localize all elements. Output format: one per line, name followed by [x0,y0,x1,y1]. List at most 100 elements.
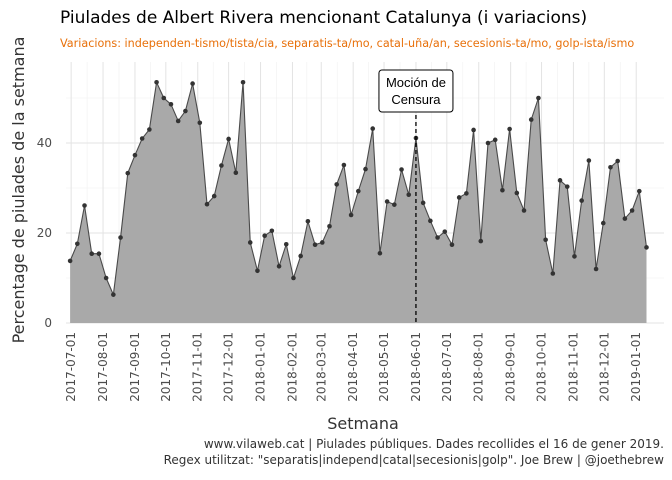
data-point [89,251,95,256]
data-point [233,170,239,175]
data-point [168,102,174,107]
data-point [572,254,577,259]
data-point [298,253,303,259]
data-point [118,235,123,240]
data-point [183,108,188,114]
data-point [147,127,152,132]
data-point [341,162,347,168]
data-point [615,158,620,164]
data-point [219,163,224,168]
x-tick-label: 2018-05-01 [377,332,391,402]
x-tick-label: 2018-01-01 [254,332,268,402]
data-point [399,167,404,172]
x-axis: 2017-07-01 2017-08-01 2017-09-01 2017-10-01… [64,332,643,402]
x-tick-label: 2017-07-01 [64,332,78,402]
y-tick-label: 20 [37,226,52,240]
annotation-box [378,69,454,113]
data-point [543,237,548,243]
data-point [478,238,484,244]
data-point [356,188,361,194]
data-point [428,218,433,224]
annotation-label: Censura [391,92,441,107]
data-point [485,140,491,146]
data-point [75,241,80,247]
data-point [370,126,376,131]
data-point [305,219,311,224]
x-tick-label: 2018-11-01 [566,332,580,402]
data-point [600,220,606,226]
data-point [492,137,498,143]
data-point [471,127,476,133]
data-point [384,199,390,204]
x-tick-label: 2017-11-01 [191,332,205,402]
y-axis-title: Percentage de piulades de la setmana [9,37,28,344]
data-point [622,216,628,221]
data-point [377,250,383,256]
data-point [269,228,275,234]
data-point [319,240,325,245]
annotation-label: Moción de [386,75,446,90]
caption-line-1: www.vilaweb.cat | Piulades públiques. Da… [203,437,664,451]
x-tick-label: 2018-06-01 [409,332,423,402]
x-tick-label: 2018-10-01 [535,332,549,402]
data-point [312,242,318,247]
data-point [111,292,116,297]
x-tick-label: 2019-01-01 [629,332,643,402]
data-point [507,126,512,132]
series-area [67,79,649,323]
data-point [593,266,599,272]
data-point [579,198,584,203]
x-tick-label: 2018-07-01 [440,332,454,402]
data-point [154,79,159,85]
data-point [247,240,253,245]
data-point [406,192,412,198]
data-point [435,235,440,240]
data-point [125,170,131,176]
data-point [226,136,231,142]
x-tick-label: 2017-10-01 [159,332,173,402]
data-point [564,184,570,189]
caption-line-2: Regex utilitzat: "separatis|independ|cat… [163,453,664,467]
data-point [283,241,289,247]
data-point [334,182,340,187]
y-tick-label: 0 [44,316,52,330]
data-point [456,195,462,200]
y-tick-label: 40 [37,136,52,150]
data-point [608,165,613,170]
annotation: Moción de Censura [378,69,454,323]
data-point [521,208,527,213]
data-point [637,188,642,194]
data-point [392,202,397,207]
x-tick-label: 2018-09-01 [504,332,518,402]
data-point [557,178,563,183]
chart-title: Piulades de Albert Rivera mencionant Cat… [60,8,588,28]
data-point [464,191,469,196]
area-fill [70,82,647,323]
data-point [528,117,534,122]
data-point [550,271,556,276]
data-point [211,193,217,199]
data-point [240,79,246,85]
data-point [500,187,505,193]
data-point [276,264,282,269]
data-point [514,190,520,196]
caption: www.vilaweb.cat | Piulades públiques. Da… [164,436,664,468]
x-tick-label: 2017-12-01 [222,332,236,402]
x-tick-label: 2018-12-01 [597,332,611,402]
data-point [348,212,354,218]
data-point [644,245,649,250]
data-point [190,81,195,86]
x-axis-title: Setmana [327,414,399,433]
data-point [327,223,332,229]
data-point [262,233,267,238]
data-point [291,275,296,281]
data-point [67,258,73,264]
data-point [536,95,541,101]
y-axis: 0 20 40 [37,136,52,330]
x-tick-label: 2017-08-01 [96,332,110,402]
data-point [204,201,210,207]
data-point [420,200,426,206]
data-point [175,118,181,124]
x-tick-label: 2018-08-01 [472,332,486,402]
